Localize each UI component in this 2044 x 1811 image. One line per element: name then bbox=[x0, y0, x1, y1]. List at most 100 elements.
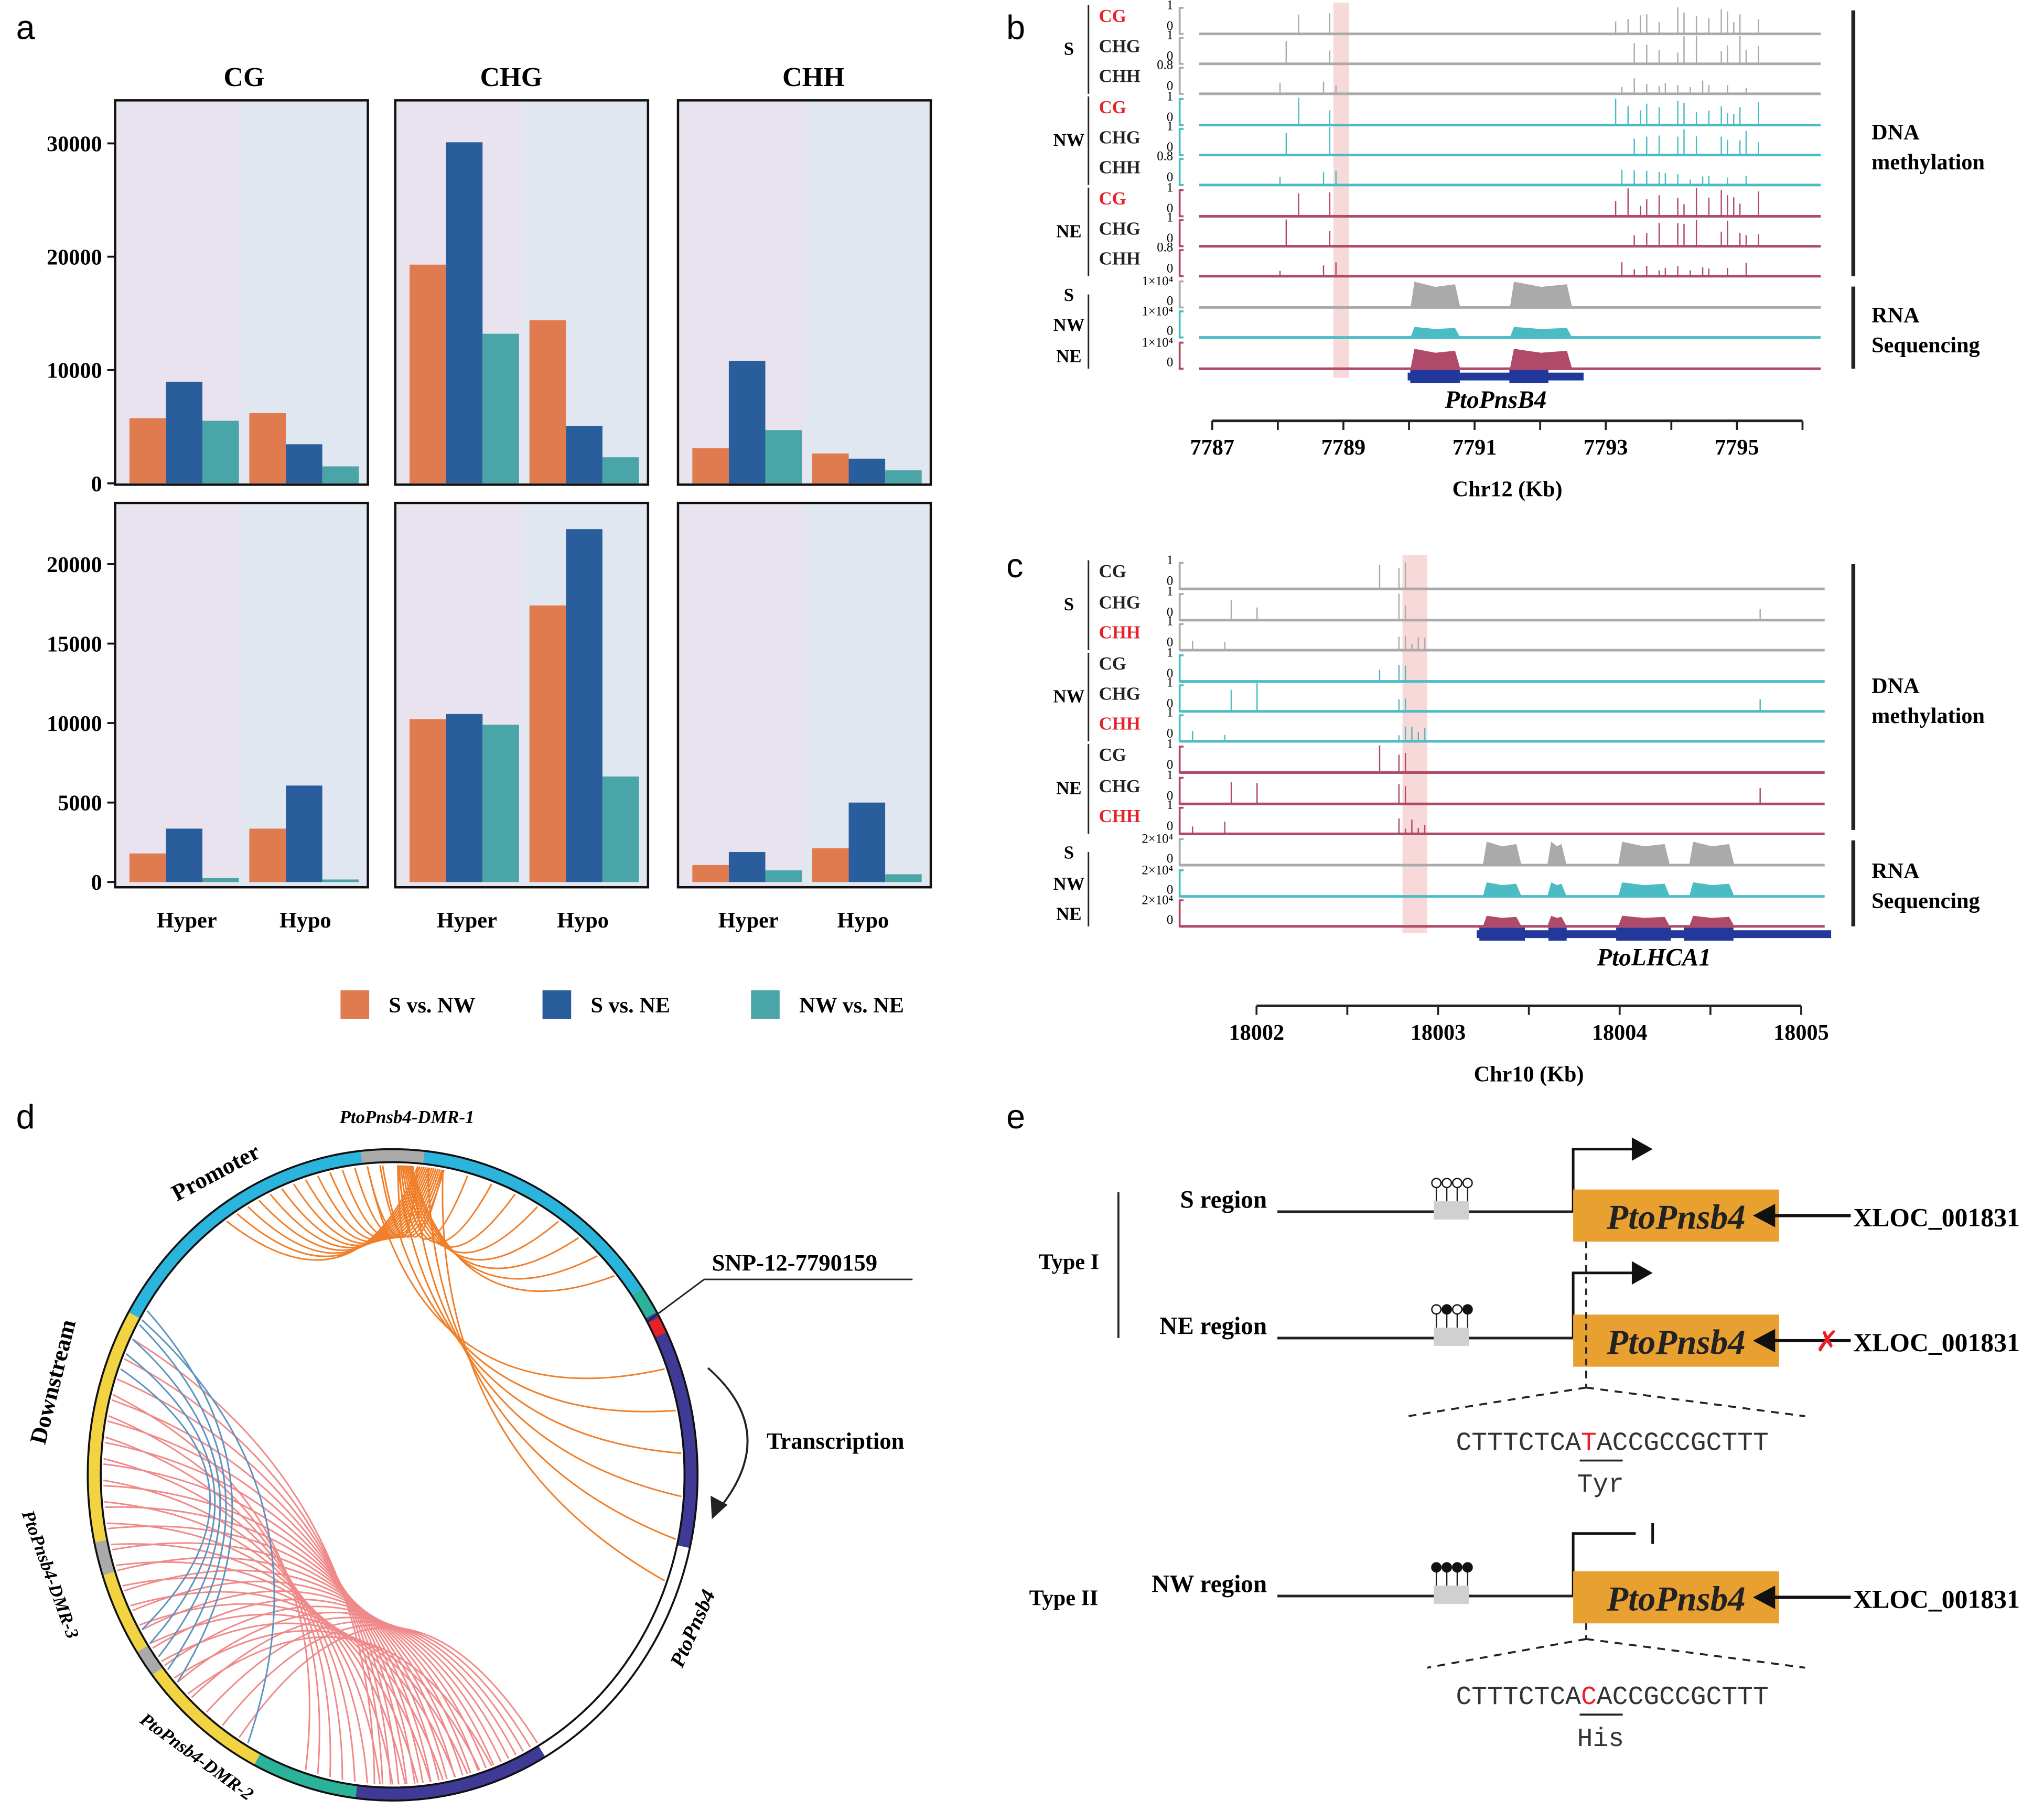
x-tick-label: 7795 bbox=[1715, 435, 1759, 460]
rna-sample-label-s: S bbox=[1064, 843, 1074, 863]
context-label-cg: CG bbox=[1099, 745, 1126, 765]
sequence-2: CTTTCTCACACCGCCGCTTT His bbox=[1427, 1623, 1805, 1754]
context-label-chg: CHG bbox=[1099, 683, 1141, 704]
x-tick-label-hypo: Hypo bbox=[837, 908, 889, 933]
snp-base: T bbox=[1581, 1429, 1597, 1458]
downstream-label: Downstream bbox=[25, 1317, 81, 1447]
legend-label-s-vs-nw: S vs. NW bbox=[389, 993, 475, 1018]
scale-max: 1 bbox=[1167, 180, 1173, 195]
chord-link bbox=[107, 1525, 448, 1780]
rna-coverage bbox=[1547, 842, 1567, 865]
scale-min: 0 bbox=[1167, 574, 1173, 588]
context-label-chh: CHH bbox=[1099, 714, 1141, 734]
link-segment bbox=[254, 1753, 358, 1798]
gene-name: PtoPnsb4 bbox=[1606, 1322, 1746, 1362]
snp-marker bbox=[648, 1317, 667, 1338]
x-tick-label: 18004 bbox=[1592, 1020, 1648, 1045]
unmethylated-cpg-icon bbox=[1462, 1178, 1473, 1189]
x-tick-label-hypo: Hypo bbox=[279, 908, 331, 933]
rna-coverage bbox=[1482, 882, 1522, 897]
scale-bracket bbox=[1178, 714, 1184, 742]
chord-link bbox=[410, 1166, 615, 1292]
context-label-chg: CHG bbox=[1099, 776, 1141, 796]
x-tick-label-hyper: Hyper bbox=[718, 908, 779, 933]
gene-name: PtoLHCA1 bbox=[1596, 944, 1711, 971]
scale-max: 1 bbox=[1167, 615, 1173, 629]
rna-sample-label-s: S bbox=[1064, 285, 1074, 305]
dna-sequence: CTTTCTCATACCGCCGCTTT bbox=[1456, 1429, 1768, 1458]
chord-link bbox=[406, 1165, 560, 1261]
plot-frame bbox=[676, 99, 932, 486]
rna-coverage bbox=[1618, 842, 1670, 865]
x-axis-label: Chr12 (Kb) bbox=[1453, 477, 1563, 502]
rna-label: Sequencing bbox=[1871, 889, 1980, 913]
unmethylated-cpg-icon bbox=[1452, 1178, 1462, 1189]
xloc-label: XLOC_001831 bbox=[1853, 1328, 2019, 1357]
chord-link bbox=[236, 1166, 421, 1257]
context-label-chg: CHG bbox=[1099, 592, 1141, 612]
rna-sample-label-ne: NE bbox=[1056, 346, 1081, 366]
context-label-chh: CHH bbox=[1099, 622, 1141, 643]
panel-label-c: c bbox=[1006, 547, 1023, 585]
chord-link bbox=[367, 1166, 665, 1379]
scale-min: 0 bbox=[1167, 726, 1173, 740]
transcription-label: Transcription bbox=[767, 1428, 905, 1454]
bar-chh-hyper-0 bbox=[692, 865, 729, 882]
gene-exon bbox=[1479, 928, 1525, 941]
chord-link bbox=[111, 1542, 456, 1778]
sample-label-nw: NW bbox=[1053, 686, 1085, 706]
scale-max: 0.8 bbox=[1157, 149, 1173, 164]
plot-frame bbox=[394, 501, 650, 889]
sample-label-nw: NW bbox=[1053, 130, 1085, 150]
scale-min: 0 bbox=[1167, 140, 1173, 154]
highlight-region bbox=[1333, 2, 1349, 378]
panel-label-d: d bbox=[16, 1098, 35, 1136]
type1-label: Type I bbox=[1039, 1249, 1099, 1274]
bar-chh-hyper-1 bbox=[728, 851, 766, 882]
rna-scale-min: 0 bbox=[1167, 913, 1173, 927]
chord-link bbox=[104, 1506, 440, 1781]
arrowhead-icon bbox=[1753, 1204, 1776, 1227]
y-tick-label: 0 bbox=[91, 472, 102, 497]
bar-cg-hyper-0 bbox=[129, 418, 166, 483]
plot-frame bbox=[676, 501, 932, 889]
dmr1-label: PtoPnsb4-DMR-1 bbox=[339, 1107, 475, 1127]
legend-swatch-s-vs-ne bbox=[542, 990, 572, 1019]
rna-coverage bbox=[1482, 842, 1522, 865]
scale-min: 0 bbox=[1167, 758, 1173, 772]
context-label-chg: CHG bbox=[1099, 36, 1141, 56]
gene-exon bbox=[1410, 370, 1460, 383]
context-label-cg: CG bbox=[1099, 6, 1126, 26]
dmr1-segment bbox=[360, 1149, 425, 1164]
bar-chh-hypo-2 bbox=[885, 470, 922, 483]
scale-min: 0 bbox=[1167, 19, 1173, 33]
amino-acid: His bbox=[1577, 1724, 1624, 1754]
gene-exon bbox=[1616, 928, 1671, 941]
rna-scale-max: 2×10⁴ bbox=[1142, 893, 1173, 908]
rna-coverage bbox=[1547, 915, 1567, 926]
scale-max: 1 bbox=[1167, 585, 1173, 599]
sequence-part: CTTTCTCA bbox=[1456, 1683, 1581, 1712]
rna-coverage bbox=[1410, 282, 1460, 308]
gene-exon bbox=[1684, 928, 1734, 941]
bar-chh-hypo-0 bbox=[812, 453, 849, 483]
sequence-part: ACCGCCGCTTT bbox=[1597, 1683, 1769, 1712]
scale-bracket bbox=[1178, 838, 1184, 866]
rna-coverage bbox=[1482, 915, 1522, 926]
region-label: S region bbox=[1180, 1186, 1267, 1213]
methylated-cpg-icon bbox=[1441, 1562, 1453, 1573]
methylated-cpg-icon bbox=[1441, 1304, 1453, 1315]
rna-label: RNA bbox=[1871, 303, 1920, 328]
bar-chg-hyper-1 bbox=[446, 714, 483, 882]
bar-chg-hypo-2 bbox=[602, 776, 639, 882]
bar-cg-hyper-2 bbox=[202, 421, 239, 483]
gene-segment bbox=[355, 1745, 545, 1801]
dashed-guide bbox=[1407, 1386, 1587, 1417]
gene-box bbox=[1573, 1189, 1779, 1242]
scale-min: 0 bbox=[1167, 666, 1173, 681]
scale-bracket bbox=[1178, 280, 1184, 309]
gene-name: PtoPnsb4 bbox=[1606, 1197, 1746, 1236]
scale-bracket bbox=[1178, 189, 1184, 218]
scale-bracket bbox=[1178, 158, 1184, 186]
x-tick-label: 7789 bbox=[1321, 435, 1365, 460]
